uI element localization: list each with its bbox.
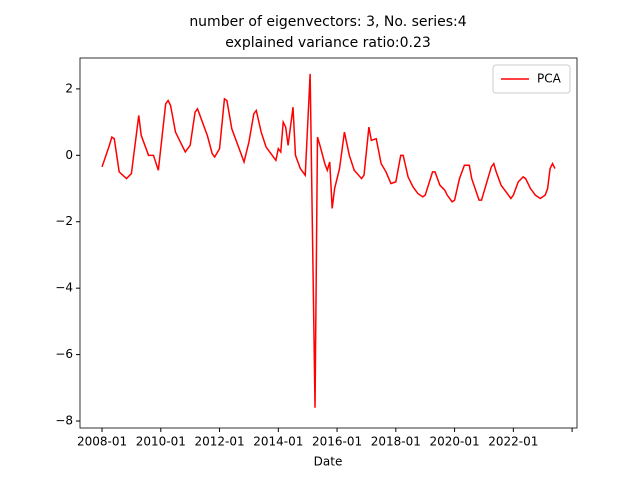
x-tick-label: 2010-01: [136, 435, 186, 449]
y-tick-label: −4: [55, 281, 73, 295]
x-tick-label: 2016-01: [312, 435, 362, 449]
x-tick-label: 2014-01: [253, 435, 303, 449]
y-tick-label: 2: [65, 81, 73, 95]
x-tick-label: 2022-01: [488, 435, 538, 449]
chart-title: number of eigenvectors: 3, No. series:4: [189, 14, 466, 30]
data-line: [101, 73, 556, 408]
y-tick-label: −6: [55, 347, 73, 361]
x-tick-label: 2012-01: [194, 435, 244, 449]
x-tick-label: 2020-01: [430, 435, 480, 449]
y-tick-label: −8: [55, 414, 73, 428]
legend-label: PCA: [537, 72, 562, 86]
x-axis-label: Date: [314, 455, 343, 469]
x-tick-label: 2018-01: [371, 435, 421, 449]
x-tick-label: 2008-01: [77, 435, 127, 449]
y-tick-label: −2: [55, 214, 73, 228]
legend-box: [492, 64, 571, 94]
chart-subtitle: explained variance ratio:0.23: [225, 35, 431, 51]
plot-frame: [79, 57, 578, 429]
y-tick-label: 0: [65, 148, 73, 162]
